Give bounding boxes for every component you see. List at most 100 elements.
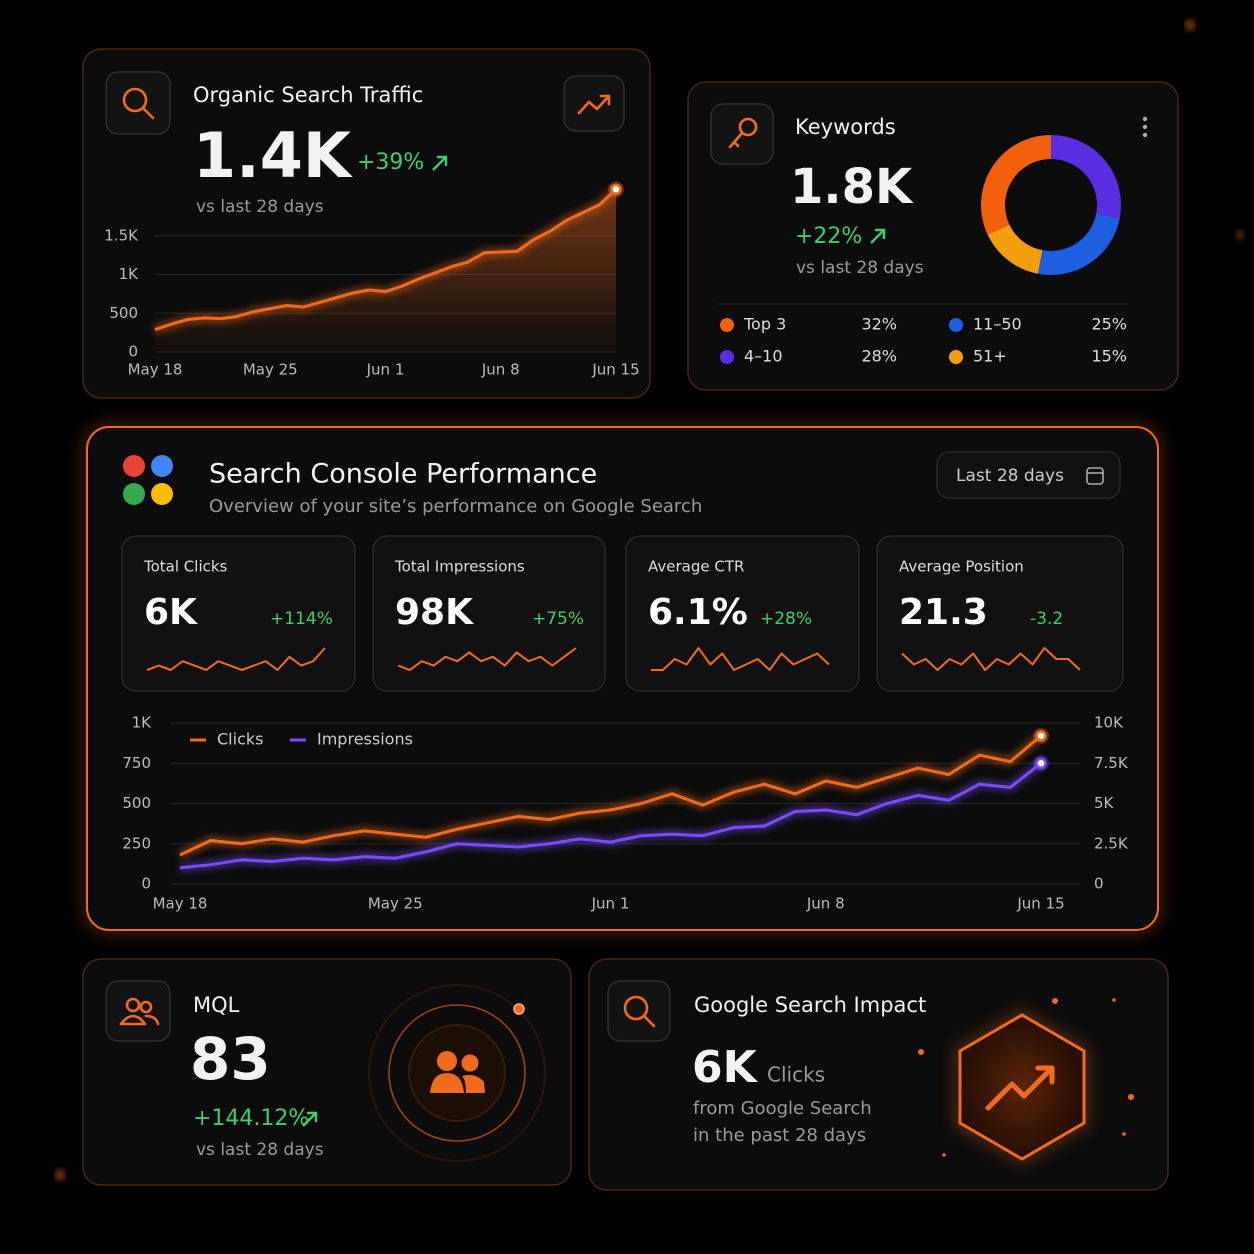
range-button-box [936,451,1121,499]
card-period: vs last 28 days [196,1140,324,1160]
icon-box [105,980,171,1042]
metric-label: Total Clicks [143,558,228,576]
x-tick-label: May 25 [243,361,298,379]
logo-dot [123,483,145,505]
icon-box [105,71,171,135]
hexagon [958,1013,1086,1161]
trend-glyph [985,1065,1055,1111]
trend-icon [577,94,611,115]
sparkle [1112,998,1116,1002]
console-subtitle: Overview of your site’s performance on G… [209,496,702,517]
card-change: +22% [795,224,862,249]
icon-box [607,980,671,1042]
users-glyph [430,1073,485,1093]
key-icon [738,117,758,137]
up-arrow [870,228,886,244]
metric-card [121,535,356,692]
donut-slice [987,224,1043,274]
legend-label: 11–50 [973,315,1022,334]
y-tick-label: 250 [122,834,151,852]
menu-dot [1142,132,1148,138]
card-title: Organic Search Traffic [193,83,423,107]
x-tick-label: Jun 8 [806,895,845,913]
users-glyph [461,1054,479,1072]
metric-change: +114% [270,609,333,629]
ring [388,1004,526,1142]
card-total: 1.8K [790,159,914,215]
range-button-label: Last 28 days [956,466,1064,486]
legend-dot [949,350,963,364]
x-tick-label: Jun 8 [481,361,520,379]
range-button[interactable]: Last 28 days [936,451,1121,499]
legend-dot [949,318,963,332]
sparkle [942,1153,946,1157]
end-marker [610,183,622,195]
ring-core [408,1024,506,1122]
legend-value: 15% [1091,347,1127,366]
menu-dot [1142,116,1148,122]
y-tick-label: 0 [128,343,138,361]
metric-card [372,535,606,692]
legend-value: 28% [861,347,897,366]
legend-label: Top 3 [743,315,786,334]
search-icon [141,106,155,120]
mql-card [82,958,572,1186]
line [179,734,1042,857]
metric-label: Total Impressions [394,558,525,576]
line [901,647,1081,671]
card-note: from Google Search [693,1098,872,1119]
ambient-dot [56,1171,64,1179]
users-glyph [437,1051,457,1071]
y-tick-label: 750 [122,754,151,772]
y2-tick-label: 0 [1094,875,1104,893]
menu-button[interactable] [1142,116,1148,138]
x-tick-label: Jun 15 [1016,895,1064,913]
card-total: 6K [692,1042,759,1093]
card-period: vs last 28 days [796,258,924,278]
y2-tick-label: 2.5K [1094,834,1129,852]
search-icon [623,995,649,1021]
x-tick-label: Jun 1 [366,361,405,379]
line [651,647,830,671]
y-tick-label: 1K [119,265,140,283]
menu-dot [1142,124,1148,130]
trend-button[interactable] [563,75,625,132]
card-title: Google Search Impact [694,993,926,1017]
line [146,647,326,671]
x-tick-label: May 18 [153,895,208,913]
metric-change: +28% [760,609,812,629]
card-title: MQL [193,993,240,1017]
metric-card [625,535,860,692]
sparkle [1052,998,1058,1004]
donut-slice [1050,135,1121,219]
y2-tick-label: 5K [1094,794,1115,812]
metric-value: 6.1% [648,592,748,633]
y-tick-label: 500 [122,794,151,812]
legend-value: 32% [861,315,897,334]
legend-value: 25% [1091,315,1127,334]
card-period: vs last 28 days [196,197,324,217]
sparkle [1128,1094,1134,1100]
metric-value: 6K [144,592,198,633]
card-change: +144.12% [193,1106,309,1131]
y2-tick-label: 7.5K [1094,754,1129,772]
card-title: Keywords [795,115,896,139]
metric-value: 98K [395,592,474,633]
donut-slice [981,135,1052,235]
card-total: 1.4K [193,119,353,192]
ambient-dot [1186,21,1194,29]
card-note: in the past 28 days [693,1125,866,1146]
card-unit: Clicks [767,1063,825,1087]
legend-label: 4–10 [744,347,783,366]
search-icon [642,1014,656,1028]
y-tick-label: 1K [132,714,153,732]
y2-tick-label: 10K [1094,714,1124,732]
metric-label: Average CTR [648,558,744,576]
card-change: +39% [357,150,424,175]
legend-label: Clicks [217,730,263,749]
ring [368,984,546,1162]
logo-dot [151,483,173,505]
